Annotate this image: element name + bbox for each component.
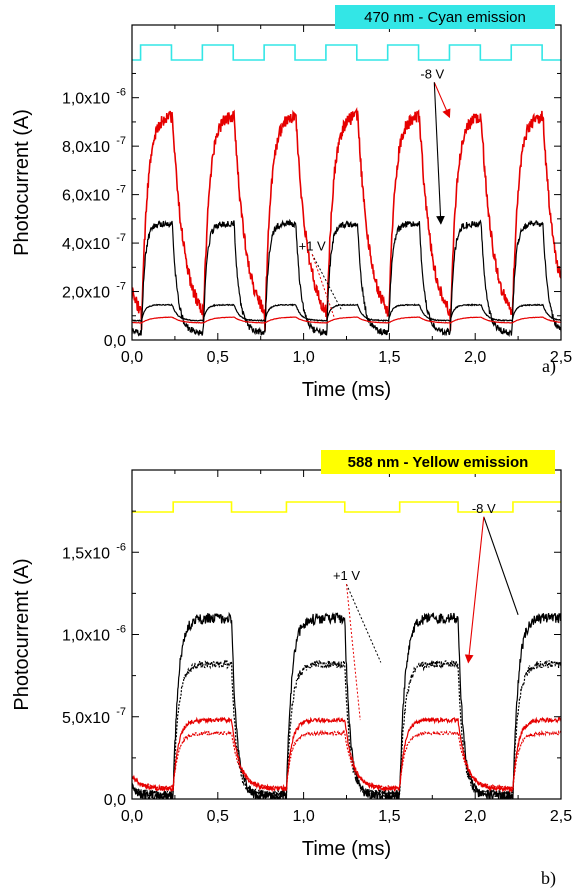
x-tick-label: 2,0 — [464, 808, 486, 825]
y-tick-exponent-label: -6 — [116, 541, 126, 553]
y-axis-label: Photocurrent (A) — [11, 109, 33, 256]
y-tick-mantissa: 5,0x10 — [62, 710, 110, 727]
arrow-dotted-black — [346, 584, 382, 663]
series-line-4 — [132, 316, 561, 324]
y-tick-exponent-label: -6 — [116, 87, 126, 99]
panel-a: 0,0 0,5 1,0 1,5 2,0 2,5 0,0 2,0x10 -7 4,0x10 -7 6,0… — [11, 5, 572, 401]
series-line-4 — [132, 729, 561, 792]
x-axis-label: Time (ms) — [302, 838, 391, 860]
y-tick-label: 6,0x10 — [62, 188, 110, 205]
annotation-label: +1 V — [299, 238, 326, 253]
x-tick-label: 0,0 — [121, 349, 143, 366]
y-tick-label: 8,0x10 — [62, 139, 110, 156]
arrow-dotted-red — [311, 254, 335, 319]
x-tick-label: 1,0 — [292, 808, 314, 825]
y-tick-exponent-label: -7 — [116, 135, 126, 147]
y-tick-exponent-label: -7 — [116, 281, 126, 293]
annotation-label: -8 V — [472, 501, 496, 516]
x-axis-label: Time (ms) — [302, 379, 391, 401]
y-tick-mantissa: 6,0x10 — [62, 188, 110, 205]
x-tick-label: 2,0 — [464, 349, 486, 366]
arrow-black — [483, 516, 519, 615]
legend-box-text: 470 nm - Cyan emission — [364, 9, 526, 26]
y-tick-label: 0,0 — [104, 333, 126, 350]
x-tick-label: 2,5 — [550, 349, 572, 366]
excitation-pulse-trace — [132, 501, 561, 513]
y-tick-label: 1,0x10 — [62, 91, 110, 108]
plot-frame — [131, 24, 562, 341]
annotation-label: -8 V — [420, 66, 444, 81]
y-tick-label: 4,0x10 — [62, 236, 110, 253]
y-axis-label: Photocurremt (A) — [11, 558, 33, 710]
series-line-1 — [132, 611, 561, 799]
series-line-2 — [132, 659, 561, 799]
legend-box-text: 588 nm - Yellow emission — [348, 454, 529, 471]
y-tick-mantissa: 1,5x10 — [62, 545, 110, 562]
arrow-dotted-black — [311, 254, 342, 310]
y-tick-mantissa: 1,0x10 — [62, 628, 110, 645]
annotation-label: +1 V — [333, 568, 360, 583]
series-line-3 — [132, 303, 561, 323]
plot-frame — [131, 469, 562, 800]
y-tick-mantissa: 0,0 — [104, 333, 126, 350]
panel-letter: b) — [541, 868, 556, 889]
y-tick-label: 5,0x10 — [62, 710, 110, 727]
y-tick-mantissa: 0,0 — [104, 792, 126, 809]
y-tick-mantissa: 2,0x10 — [62, 285, 110, 302]
y-tick-exponent-label: -7 — [116, 706, 126, 718]
legend-box — [335, 5, 555, 29]
arrow-red — [433, 82, 451, 119]
series-line-1 — [132, 107, 561, 332]
panel-b: 0,0 0,5 1,0 1,5 2,0 2,5 0,0 5,0x10 -7 1,0x10 -6 1,5… — [11, 450, 572, 889]
y-tick-exponent-label: -7 — [116, 232, 126, 244]
x-tick-label: 2,5 — [550, 808, 572, 825]
panel-letter: a) — [542, 356, 556, 377]
x-tick-label: 0,5 — [207, 808, 229, 825]
excitation-pulse-trace — [132, 44, 561, 61]
y-tick-exponent-label: -6 — [116, 624, 126, 636]
legend-box — [321, 450, 555, 474]
x-tick-label: 1,5 — [378, 349, 400, 366]
arrow-dotted-red — [346, 584, 361, 721]
y-tick-exponent-label: -7 — [116, 184, 126, 196]
y-tick-label: 2,0x10 — [62, 285, 110, 302]
arrow-red — [464, 516, 485, 664]
series-line-2 — [132, 218, 561, 338]
x-tick-label: 0,0 — [121, 808, 143, 825]
y-tick-label: 0,0 — [104, 792, 126, 809]
arrow-black — [433, 82, 445, 225]
series-line-3 — [132, 716, 561, 793]
x-tick-label: 1,0 — [292, 349, 314, 366]
y-tick-mantissa: 4,0x10 — [62, 236, 110, 253]
x-tick-label: 1,5 — [378, 808, 400, 825]
y-tick-mantissa: 8,0x10 — [62, 139, 110, 156]
y-tick-label: 1,5x10 — [62, 545, 110, 562]
y-tick-mantissa: 1,0x10 — [62, 91, 110, 108]
y-tick-label: 1,0x10 — [62, 628, 110, 645]
x-tick-label: 0,5 — [207, 349, 229, 366]
